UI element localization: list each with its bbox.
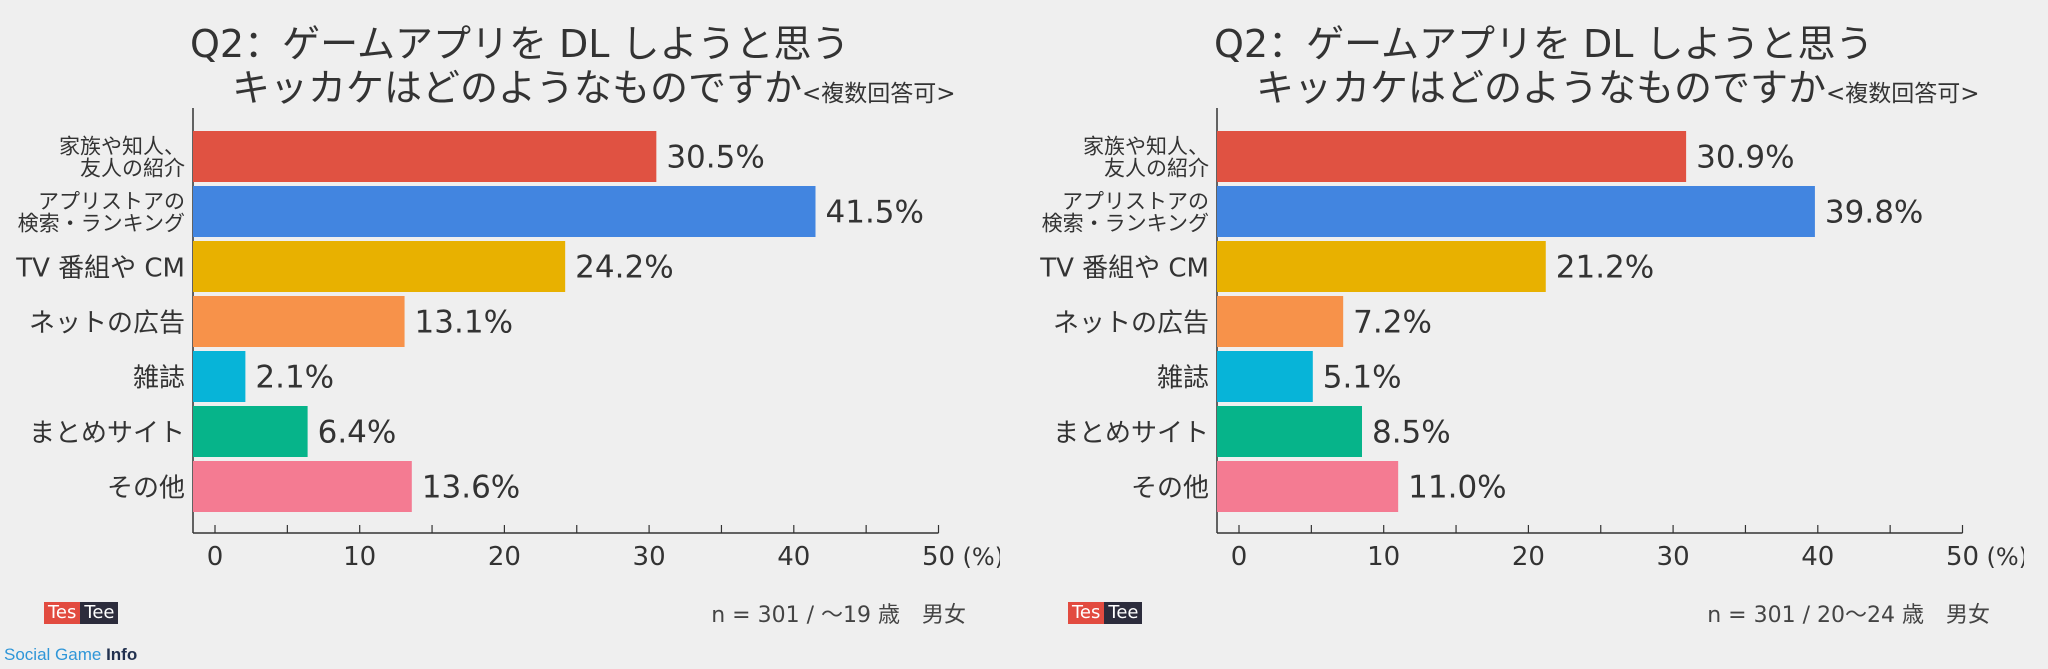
- category-label: その他: [107, 474, 185, 504]
- bar: [193, 131, 657, 182]
- x-tick-label: 40: [1801, 542, 1834, 572]
- chart-title: Q2：ゲームアプリを DL しようと思う キッカケはどのようなものですか<複数回…: [190, 22, 956, 116]
- bar-value-label: 39.8%: [1825, 195, 1923, 231]
- category-label: 家族や知人、: [1083, 135, 1209, 159]
- bar: [1217, 296, 1344, 347]
- bar: [1217, 406, 1362, 457]
- bar-chart: 0 10 20 30 40 50 (%) 30.5% 家族や知人、友人の紹介 41.5% アプリスト…: [15, 108, 1001, 572]
- bar: [193, 351, 246, 402]
- category-label: 検索・ランキング: [18, 212, 185, 236]
- testee-logo: Tes Tee: [1068, 602, 1143, 624]
- x-unit-label: (%): [1987, 543, 2025, 571]
- chart-title-note: <複数回答可>: [802, 81, 956, 107]
- bar-value-label: 6.4%: [318, 415, 397, 451]
- x-tick-label: 40: [777, 542, 810, 572]
- category-label: 検索・ランキング: [1042, 212, 1209, 236]
- bar-value-label: 41.5%: [826, 195, 924, 231]
- x-tick-label: 10: [343, 542, 376, 572]
- bar: [193, 296, 405, 347]
- x-tick-label: 0: [1231, 542, 1248, 572]
- chart-title-line1: Q2：ゲームアプリを DL しようと思う: [190, 22, 850, 66]
- category-label: 友人の紹介: [1104, 157, 1209, 181]
- bar: [1217, 131, 1687, 182]
- bar-value-label: 2.1%: [255, 360, 334, 396]
- chart-panel-right: Q2：ゲームアプリを DL しようと思う キッカケはどのようなものですか<複数回…: [1024, 0, 2024, 669]
- testee-logo: Tes Tee: [44, 602, 119, 624]
- logo-part1: Tes: [44, 602, 81, 624]
- category-label: まとめサイト: [29, 419, 185, 449]
- x-tick-label: 0: [207, 542, 224, 572]
- chart-title-line1: Q2：ゲームアプリを DL しようと思う: [1214, 22, 1874, 66]
- bar-value-label: 21.2%: [1556, 250, 1654, 286]
- chart-panel-left: Q2：ゲームアプリを DL しようと思う キッカケはどのようなものですか<複数回…: [0, 0, 1000, 669]
- category-label: ネットの広告: [1053, 309, 1209, 339]
- bar: [193, 461, 412, 512]
- category-label: 家族や知人、: [59, 135, 185, 159]
- x-tick-label: 20: [1512, 542, 1545, 572]
- watermark-part1: Social Game: [4, 645, 102, 664]
- category-label: 友人の紹介: [80, 157, 185, 181]
- category-label: アプリストアの: [38, 190, 185, 214]
- watermark: Social Game Info: [4, 645, 137, 665]
- bar-value-label: 5.1%: [1323, 360, 1402, 396]
- category-label: TV 番組や CM: [15, 254, 185, 284]
- category-label: その他: [1131, 474, 1209, 504]
- logo-part1: Tes: [1068, 602, 1105, 624]
- bar: [193, 241, 566, 292]
- bar-value-label: 13.1%: [415, 305, 513, 341]
- x-tick-label: 10: [1367, 542, 1400, 572]
- logo-part2: Tee: [1104, 602, 1143, 624]
- sample-size-note: n = 301 / 20〜24 歳 男女: [1707, 603, 1990, 628]
- category-label: まとめサイト: [1053, 419, 1209, 449]
- bar-value-label: 30.9%: [1696, 140, 1794, 176]
- chart-title-note: <複数回答可>: [1826, 81, 1980, 107]
- bar-value-label: 11.0%: [1408, 470, 1506, 506]
- category-label: 雑誌: [133, 364, 185, 394]
- watermark-part2: Info: [106, 645, 138, 664]
- bar-chart: 0 10 20 30 40 50 (%) 30.9% 家族や知人、友人の紹介 39.8% アプリスト…: [1039, 108, 2025, 572]
- bar-value-label: 13.6%: [422, 470, 520, 506]
- x-tick-label: 20: [488, 542, 521, 572]
- chart-title-line2: キッカケはどのようなものですか: [1256, 66, 1827, 110]
- category-label: アプリストアの: [1062, 190, 1209, 214]
- bar-value-label: 24.2%: [575, 250, 673, 286]
- chart-title: Q2：ゲームアプリを DL しようと思う キッカケはどのようなものですか<複数回…: [1214, 22, 1980, 116]
- bar: [1217, 241, 1546, 292]
- bar: [193, 406, 308, 457]
- bar: [1217, 461, 1399, 512]
- bar: [193, 186, 816, 237]
- bar: [1217, 186, 1815, 237]
- bar-value-label: 7.2%: [1353, 305, 1432, 341]
- x-tick-label: 30: [1657, 542, 1690, 572]
- bar-value-label: 8.5%: [1372, 415, 1451, 451]
- category-label: ネットの広告: [29, 309, 185, 339]
- x-tick-label: 50: [1946, 542, 1979, 572]
- category-label: 雑誌: [1157, 364, 1209, 394]
- x-tick-label: 50: [922, 542, 955, 572]
- logo-part2: Tee: [80, 602, 119, 624]
- x-tick-label: 30: [633, 542, 666, 572]
- bar-value-label: 30.5%: [666, 140, 764, 176]
- sample-size-note: n = 301 / 〜19 歳 男女: [711, 603, 966, 628]
- x-unit-label: (%): [963, 543, 1001, 571]
- bar: [1217, 351, 1313, 402]
- chart-title-line2: キッカケはどのようなものですか: [232, 66, 803, 110]
- category-label: TV 番組や CM: [1039, 254, 1209, 284]
